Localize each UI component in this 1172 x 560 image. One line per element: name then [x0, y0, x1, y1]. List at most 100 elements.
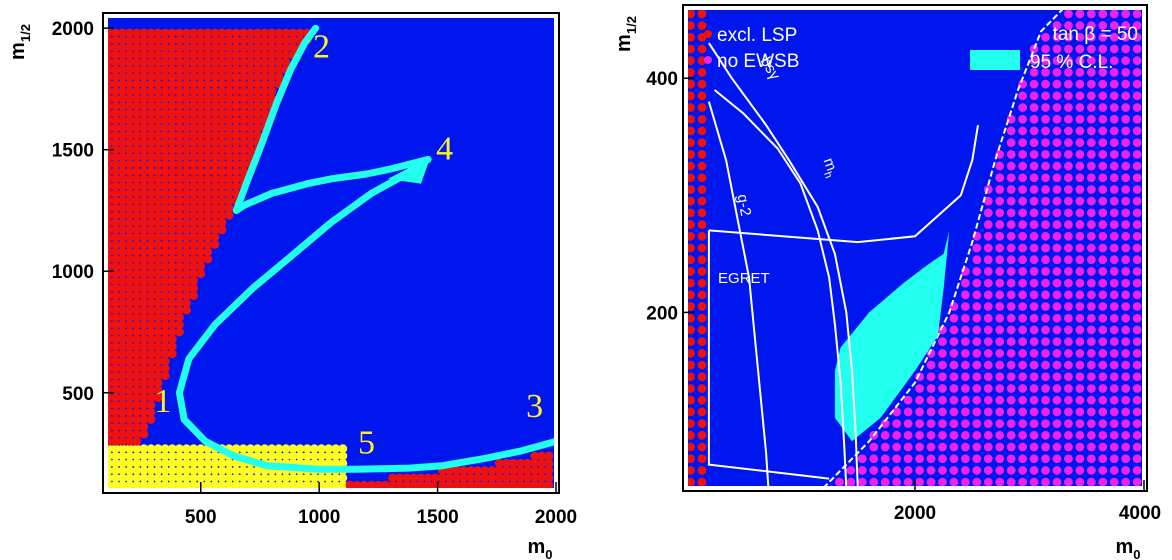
no-ewsb-point [1041, 185, 1050, 194]
no-ewsb-point [1086, 231, 1096, 241]
excl-lsp-point [139, 415, 149, 424]
excl-lsp-point [125, 371, 135, 381]
excl-lsp-point [132, 349, 142, 359]
yellow-point [160, 444, 170, 454]
excl-lsp-point [139, 276, 149, 286]
excl-lsp-point [132, 298, 142, 308]
no-ewsb-point [949, 395, 959, 405]
no-ewsb-point [892, 419, 902, 429]
excl-lsp-point [697, 138, 707, 148]
excl-lsp-point [697, 161, 707, 171]
excl-lsp-point [253, 65, 262, 74]
no-ewsb-point [926, 348, 936, 358]
excl-lsp-point [267, 43, 277, 52]
yellow-point [217, 458, 227, 468]
excl-lsp-point [203, 225, 213, 235]
no-ewsb-point [1121, 278, 1131, 288]
yellow-point [196, 473, 206, 483]
excl-lsp-point [125, 159, 135, 169]
no-ewsb-point [1006, 290, 1016, 300]
excl-lsp-point [253, 116, 262, 125]
no-ewsb-point [983, 407, 993, 417]
excl-lsp-point [210, 50, 220, 60]
excl-lsp-point [111, 189, 120, 198]
no-ewsb-point [1075, 67, 1085, 77]
excl-lsp-point [182, 189, 191, 198]
excl-lsp-point [196, 28, 206, 38]
no-ewsb-point [1132, 126, 1142, 136]
no-ewsb-point [1041, 103, 1050, 112]
g2-label: g-2 [734, 193, 755, 217]
no-ewsb-point [1029, 325, 1039, 335]
excl-lsp-point [146, 356, 156, 366]
excl-lsp-point [210, 43, 220, 52]
no-ewsb-point [1109, 138, 1119, 148]
excl-lsp-point [210, 138, 220, 147]
no-ewsb-point [1075, 466, 1085, 475]
yellow-point [246, 473, 255, 483]
no-ewsb-point [983, 337, 993, 347]
no-ewsb-point [972, 290, 982, 300]
yellow-point [231, 466, 241, 475]
excl-lsp-point [125, 327, 135, 337]
excl-lsp-point [210, 86, 220, 96]
excl-lsp-point [132, 291, 142, 300]
no-ewsb-point [1075, 325, 1085, 335]
excl-lsp-point [231, 145, 241, 155]
left-x-axis-label-sub: 0 [545, 547, 552, 560]
no-ewsb-point [1052, 185, 1062, 194]
excl-lsp-point [210, 145, 220, 155]
no-ewsb-point [1064, 231, 1073, 241]
excl-lsp-point [118, 203, 127, 213]
no-ewsb-point [846, 466, 856, 475]
excl-lsp-point [253, 101, 262, 111]
yellow-point [189, 466, 199, 475]
no-ewsb-point [1098, 255, 1108, 265]
excl-lsp-point [231, 50, 241, 60]
excl-lsp-point [196, 210, 206, 220]
excl-lsp-point [686, 337, 695, 347]
excl-lsp-point [111, 261, 120, 271]
no-ewsb-point [1109, 360, 1119, 370]
yellow-point [231, 444, 241, 454]
no-ewsb-point [1109, 466, 1119, 475]
no-ewsb-point [1132, 267, 1142, 276]
excl-lsp-point [118, 371, 127, 381]
excl-lsp-point [175, 72, 184, 82]
no-ewsb-point [960, 477, 970, 487]
excl-lsp-point [217, 101, 227, 111]
excl-lsp-point [125, 400, 135, 410]
excl-lsp-point [238, 65, 248, 74]
left-y-tick-label: 500 [62, 384, 94, 405]
no-ewsb-point [960, 325, 970, 335]
bsg-contour [708, 42, 859, 489]
no-ewsb-point [1086, 138, 1096, 148]
excl-lsp-point [146, 415, 156, 424]
excl-lsp-point [203, 108, 213, 118]
no-ewsb-point [1006, 419, 1016, 429]
excl-lsp-point [146, 232, 156, 242]
no-ewsb-point [1121, 9, 1131, 19]
excl-lsp-point [153, 130, 163, 140]
excl-lsp-point [210, 159, 220, 169]
excl-lsp-point [182, 218, 191, 228]
excl-lsp-point [160, 86, 170, 96]
no-ewsb-point [1075, 114, 1085, 124]
excl-lsp-point [160, 138, 170, 147]
mh-label-sub: h [821, 170, 834, 180]
excl-lsp-point [238, 28, 248, 38]
no-ewsb-point [1029, 419, 1039, 429]
no-ewsb-point [1109, 313, 1119, 323]
no-ewsb-point [1064, 44, 1073, 54]
excl-lsp-point [196, 43, 206, 52]
no-ewsb-point [1132, 149, 1142, 159]
yellow-point [310, 444, 319, 454]
excl-lsp-point [160, 174, 170, 184]
yellow-point [338, 451, 348, 461]
excl-lsp-point [210, 196, 220, 206]
no-ewsb-point [1041, 360, 1050, 370]
excl-lsp-point [189, 35, 199, 45]
excl-lsp-point [544, 473, 554, 483]
no-ewsb-point [938, 442, 947, 452]
excl-lsp-point [139, 218, 149, 228]
